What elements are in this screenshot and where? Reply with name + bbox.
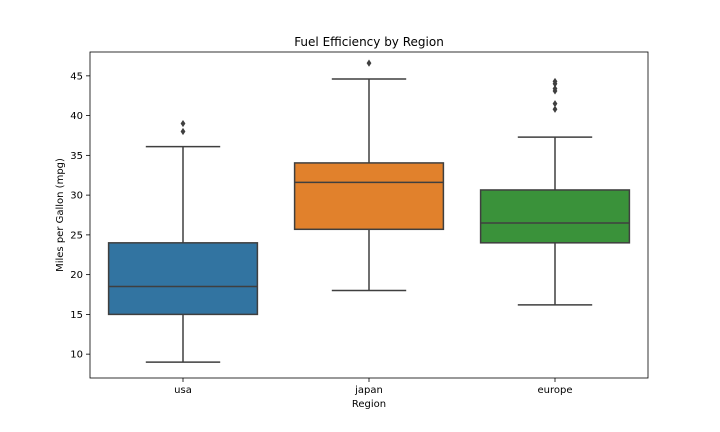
y-tick-label: 45 [70, 71, 83, 82]
chart-title: Fuel Efficiency by Region [294, 35, 444, 49]
outlier-point-europe [552, 105, 558, 113]
x-axis-label: Region [352, 399, 386, 410]
y-tick-label: 40 [70, 111, 83, 122]
outlier-point-usa [180, 119, 186, 128]
plot-area: 10 15 20 25 30 35 40 45 usa japan europe [70, 51, 649, 396]
outlier-point-europe [552, 84, 558, 93]
x-tick-label-usa: usa [174, 385, 192, 396]
x-tick-label-europe: europe [538, 385, 573, 396]
outlier-point-europe [552, 100, 558, 108]
plot-frame [89, 51, 649, 379]
box-usa [107, 242, 259, 316]
y-tick-label: 20 [70, 270, 83, 281]
outlier-point-europe [552, 77, 558, 86]
outlier-point-usa [180, 127, 186, 136]
x-tick-label-japan: japan [354, 385, 383, 396]
y-tick-label: 30 [70, 191, 83, 202]
y-tick-label: 35 [70, 151, 83, 162]
y-tick-label: 15 [70, 310, 83, 321]
y-tick-label: 25 [70, 230, 83, 241]
y-axis-label: Miles per Gallon (mpg) [55, 158, 66, 272]
y-tick-label: 10 [70, 350, 83, 361]
box-europe [479, 189, 631, 244]
outlier-point-japan [366, 59, 372, 67]
box-japan [293, 162, 445, 231]
